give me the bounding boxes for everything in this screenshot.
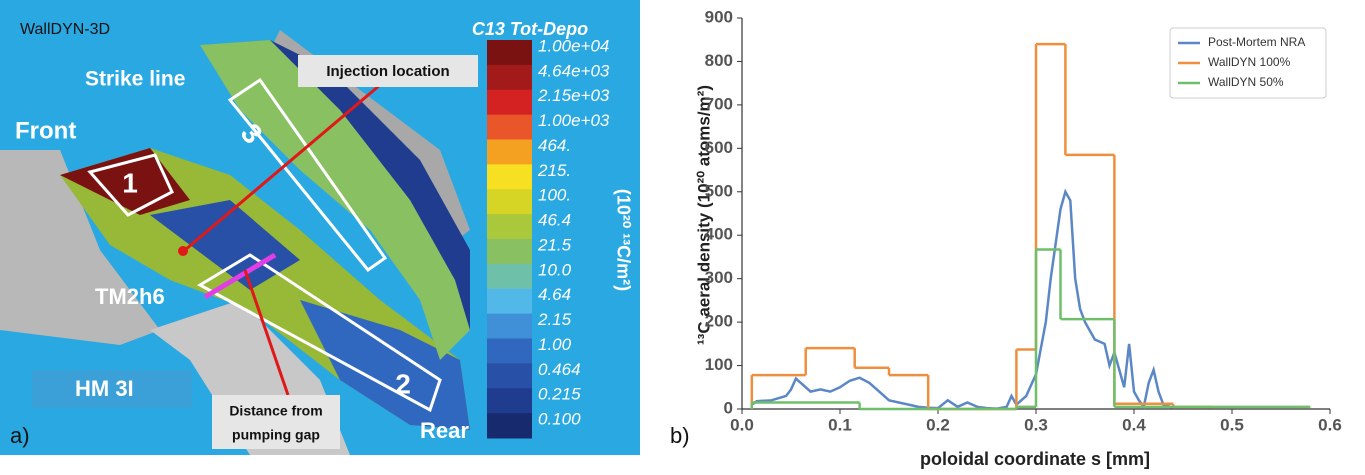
y-tick-label: 800 <box>705 51 733 70</box>
panel-label: b) <box>670 423 690 448</box>
y-tick-label: 100 <box>705 355 733 374</box>
colorbar-label: 0.100 <box>538 410 581 429</box>
x-tick-label: 0.2 <box>926 415 950 434</box>
injection-point <box>178 246 188 256</box>
region-number: 2 <box>395 368 411 399</box>
annotation: Injection location <box>326 63 449 80</box>
colorbar-cell <box>487 239 532 265</box>
annotation: TM2h6 <box>95 284 165 309</box>
colorbar-label: 215. <box>537 161 571 180</box>
colorbar-label: 4.64 <box>538 285 571 304</box>
colorbar-title: C13 Tot-Depo <box>472 19 588 39</box>
data-line <box>751 188 1174 410</box>
region-outline <box>87 153 174 217</box>
colorbar-label: 46.4 <box>538 211 571 230</box>
y-tick-label: 500 <box>705 181 733 200</box>
x-tick-label: 0.3 <box>1024 415 1048 434</box>
deposition-spot <box>300 300 470 430</box>
x-tick-label: 0.0 <box>730 415 754 434</box>
legend-label: WallDYN 100% <box>1208 55 1291 69</box>
panel-label: a) <box>10 423 30 448</box>
region-number: 1 <box>122 167 138 198</box>
deposition-spot <box>270 40 470 330</box>
colorbar-cell <box>487 114 532 140</box>
colorbar-cell <box>487 288 532 315</box>
deposition-spot <box>150 200 300 290</box>
colorbar-cell <box>487 64 532 91</box>
panel-b: b) poloidal coordinate s [mm] ¹³C aeral … <box>670 7 1342 468</box>
panel-a: WallDYN-3D Strike line Front Injection l… <box>0 0 640 455</box>
colorbar-label: 2.15e+03 <box>537 86 610 105</box>
colorbar-cell <box>487 388 532 414</box>
x-tick-label: 0.6 <box>1318 415 1342 434</box>
y-tick-label: 900 <box>705 7 733 26</box>
label-box <box>298 55 478 87</box>
colorbar-unit: (10²⁰ ¹³C/m²) <box>613 189 633 291</box>
pumping-gap-line <box>203 252 277 300</box>
label-box <box>212 395 340 449</box>
y-tick-label: 400 <box>705 225 733 244</box>
region-outline <box>196 253 442 413</box>
x-axis-label: poloidal coordinate s [mm] <box>920 449 1150 469</box>
colorbar-cell <box>487 313 532 339</box>
annotation: Distance from <box>229 403 322 419</box>
colorbar-label: 1.00e+03 <box>538 111 610 130</box>
annotation: pumping gap <box>232 427 320 443</box>
region-outline <box>227 77 388 273</box>
colorbar-label: 2.15 <box>537 310 572 329</box>
colorbar-cell <box>487 139 532 165</box>
colorbar-cell <box>487 89 532 116</box>
colorbar-cell <box>487 263 532 290</box>
gray-tile <box>0 150 160 345</box>
colorbar-cell <box>487 214 532 240</box>
x-tick-label: 0.4 <box>1122 415 1146 434</box>
arrow <box>243 269 290 396</box>
legend-label: WallDYN 50% <box>1208 75 1284 89</box>
colorbar-cell <box>487 189 532 215</box>
colorbar-cell <box>487 40 532 66</box>
label-box <box>32 370 192 408</box>
y-tick-label: 300 <box>705 268 733 287</box>
colorbar-label: 464. <box>538 136 571 155</box>
colorbar-cell <box>487 363 532 389</box>
colorbar-label: 0.215 <box>538 385 581 404</box>
colorbar-label: 100. <box>538 186 571 205</box>
colorbar-label: 10.0 <box>538 260 572 279</box>
arrow <box>184 83 381 252</box>
colorbar-label: 21.5 <box>537 235 572 254</box>
annotation: Front <box>15 117 76 144</box>
y-axis-label: ¹³C aeral density (10²⁰ atoms/m²) <box>694 85 713 345</box>
y-tick-label: 0 <box>724 398 733 417</box>
x-tick-label: 0.1 <box>828 415 852 434</box>
colorbar-label: 0.464 <box>538 360 581 379</box>
legend-box <box>1169 27 1327 99</box>
colorbar-cell <box>487 413 532 439</box>
header: WallDYN-3D <box>20 21 110 38</box>
y-tick-label: 700 <box>705 94 733 113</box>
y-tick-label: 600 <box>705 138 733 157</box>
colorbar-label: 1.00e+04 <box>538 36 609 55</box>
colorbar-label: 1.00 <box>538 335 572 354</box>
x-tick-label: 0.5 <box>1220 415 1244 434</box>
legend-label: Post-Mortem NRA <box>1208 35 1305 49</box>
colorbar-cell <box>487 338 532 364</box>
colorbar-cell <box>487 164 532 190</box>
colorbar-label: 4.64e+03 <box>538 61 610 80</box>
annotation: HM 3I <box>75 376 134 401</box>
annotation: Rear <box>420 418 469 443</box>
y-tick-label: 200 <box>705 312 733 331</box>
deposition-strip <box>200 40 470 360</box>
annotation: Strike line <box>85 68 185 91</box>
